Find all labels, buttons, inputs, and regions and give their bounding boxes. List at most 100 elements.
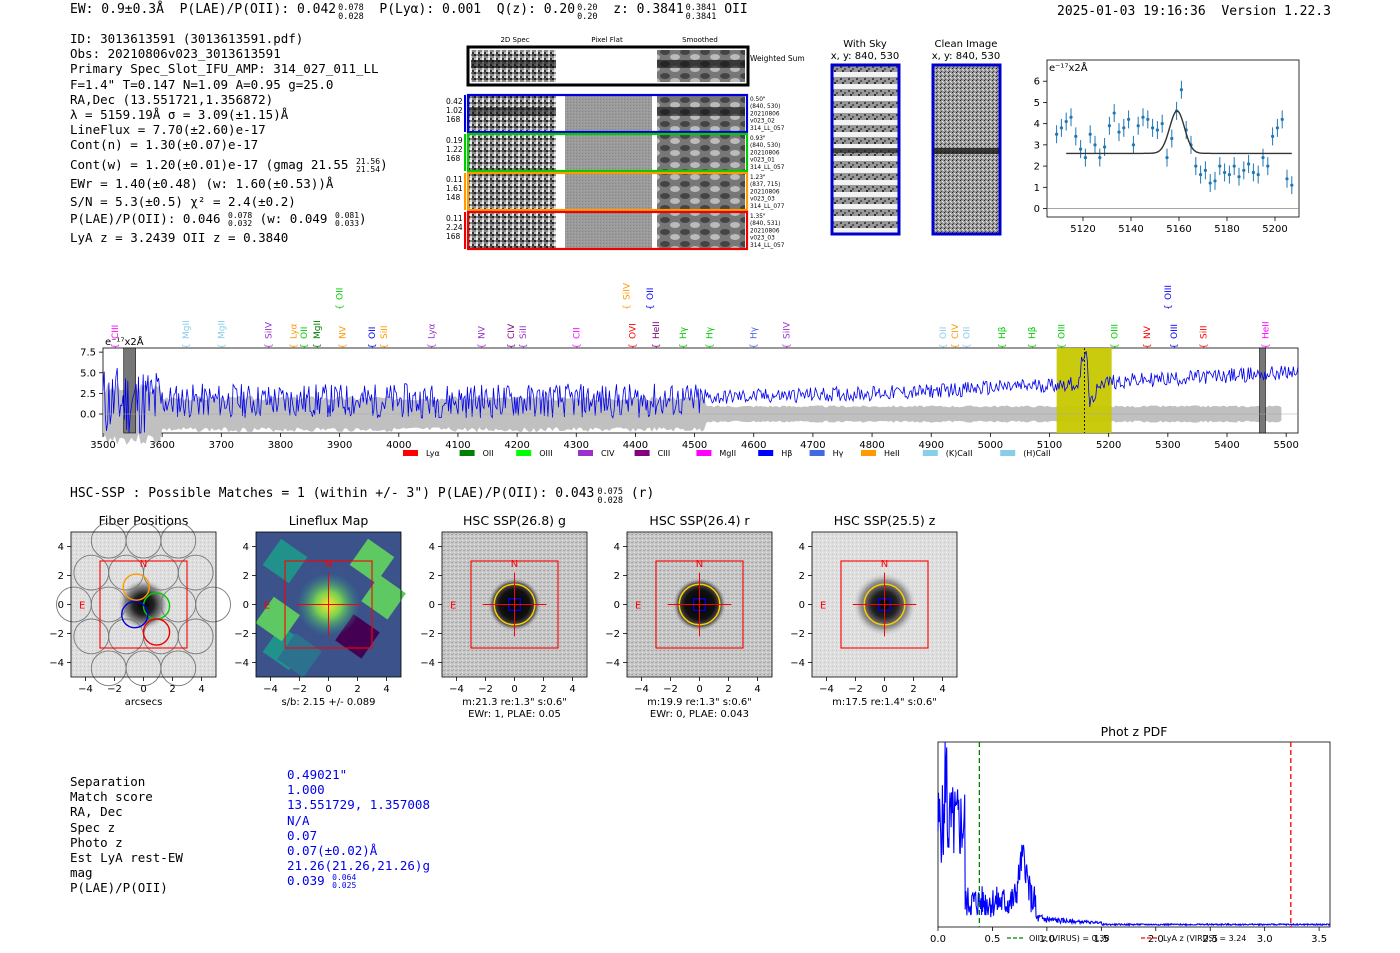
spectrum-line-label: SiIV: [265, 321, 275, 339]
spectrum-xtick-label: 3500: [90, 440, 115, 451]
fiber-footprint: [160, 650, 197, 687]
spectrum-line-bracket: {: [963, 343, 973, 349]
hsc-ytick-label: 0: [58, 600, 64, 611]
header-timestamp: 2025-01-03 19:16:36: [1057, 4, 1206, 19]
flux-map-patch: [277, 632, 322, 678]
hsc-compass-north: N: [140, 559, 147, 570]
spectrum-line-bracket: {: [998, 343, 1008, 349]
spectrum-legend-label: Hγ: [833, 449, 844, 458]
zoom-point: [1055, 132, 1059, 136]
spectrum-line-bracket: {: [951, 343, 961, 349]
spectrum-xtick-label: 5400: [1214, 440, 1239, 451]
cutout-row-meta: (840, 531): [750, 221, 780, 227]
header-plae-lo: 0.028: [338, 12, 364, 22]
spectrum-line-bracket: {: [623, 304, 633, 310]
info-line: Cont(w) = 1.20(±0.01)e-17 (gmag 21.55 21…: [70, 156, 388, 174]
info-line: λ = 5159.19Å σ = 3.09(±1.15)Å: [70, 107, 289, 123]
hsc-compass-north: N: [511, 559, 518, 570]
spectrum-line-label: OII: [963, 327, 973, 339]
hsc-ytick-label: −2: [790, 629, 805, 640]
header-bar: EW: 0.9±0.3Å P(LAE)/P(OII): 0.042 0.078 0.…: [70, 2, 748, 22]
photz-legend-lya: LyA z (VIRUS) = 3.24: [1163, 934, 1246, 943]
hsc-xtick-label: 0: [511, 684, 517, 695]
spectrum-line-bracket: {: [1199, 343, 1209, 349]
cutout-row-stat: 1.22: [446, 145, 463, 154]
hsc-xtick-label: 4: [383, 684, 389, 695]
zoom-point: [1275, 126, 1279, 130]
hsc-compass-east: E: [820, 601, 826, 612]
spectrum-line-bracket: {: [782, 343, 792, 349]
cutout-smoothed: [657, 134, 745, 171]
header-z-lo: 0.3841: [685, 12, 717, 22]
clean-xy: x, y: 840, 530: [932, 51, 1001, 62]
photz-xtick-label: 0.0: [930, 934, 946, 945]
info-plae-hi: 0.078: [228, 211, 253, 221]
cutout-row-meta: 20210806: [750, 189, 780, 195]
hsc-compass-north: N: [881, 559, 888, 570]
photz-title: Phot z PDF: [1101, 724, 1168, 739]
zoom-point: [1127, 117, 1131, 122]
hsc-xtick-label: −2: [107, 684, 122, 695]
zoom-point: [1165, 155, 1169, 160]
cutout-row-meta: v023_03: [750, 197, 775, 203]
hsc-ytick-label: 4: [243, 542, 249, 553]
match-label: Photo z: [70, 834, 123, 850]
spectrum-line-label: OII: [336, 288, 346, 300]
spectrum-line-label: OIII: [1111, 324, 1121, 339]
cutout-row-meta: 20210806: [750, 228, 780, 234]
zoom-point: [1247, 162, 1251, 166]
hsc-panels: Fiber Positions N E −4 −4 −2 −2 0 0 2 2 4 4 arcsecs Li…: [49, 513, 958, 720]
photz-xtick-label: 1.5: [1093, 934, 1109, 945]
spectrum-line-bracket: {: [1170, 343, 1180, 349]
spectrum-xtick-label: 4500: [682, 440, 707, 451]
hsc-xtick-label: 4: [939, 684, 945, 695]
match-label: P(LAE)/P(OII): [70, 880, 168, 896]
spectrum-legend-label: CIII: [658, 449, 671, 458]
with-sky-title: With Sky: [843, 39, 887, 50]
spectrum-legend-label: OII: [483, 449, 494, 458]
match-plae-hi: 0.064: [332, 873, 357, 883]
flux-map-patch: [255, 596, 301, 642]
hsc-ytick-label: 2: [58, 571, 64, 582]
spectrum-legend-swatch: [459, 450, 475, 456]
zoom-point: [1064, 119, 1068, 124]
hsc-header-text: HSC-SSP : Possible Matches = 1 (within +…: [70, 486, 595, 501]
cutout-row-frame: [466, 93, 749, 134]
hsc-compass-east: E: [450, 601, 456, 612]
spectrum-line-label: OII: [368, 327, 378, 339]
spectrum-line-bracket: {: [217, 343, 227, 349]
cutout-row-stat: 0.42: [446, 97, 463, 106]
match-label: Separation: [70, 774, 146, 789]
spectrum-line-bracket: {: [111, 343, 121, 349]
cutout-row-frame: [466, 210, 749, 251]
clean-title: Clean Image: [935, 39, 998, 50]
match-plae: 0.039: [287, 873, 325, 889]
zoom-xtick-label: 5120: [1070, 224, 1095, 235]
zoom-xtick-label: 5140: [1118, 224, 1143, 235]
hsc-search-box: [840, 560, 929, 649]
spectrum-line-label: CII: [572, 327, 582, 339]
spectrum-line-bracket: {: [380, 343, 390, 349]
spectrum-chart: CIII{MgII{MgII{SiIV{Lyα{OII{MgII{NV{OII{…: [80, 282, 1299, 458]
header-qz-lo: 0.20: [577, 12, 598, 22]
cutout-smoothed: [657, 212, 745, 249]
header-qz: Q(z): 0.20: [496, 2, 576, 17]
zoom-point: [1179, 88, 1183, 92]
detection-info: ID: 3013613591 (3013613591.pdf) Obs: 202…: [70, 31, 388, 245]
spectrum-line-label: CIV: [507, 323, 517, 339]
hsc-xtick-label: 4: [198, 684, 204, 695]
spectrum-legend-swatch: [516, 450, 532, 456]
hsc-panel-caption: s/b: 2.15 +/- 0.089: [281, 697, 375, 708]
line-zoom-chart: e⁻¹⁷x2Å 5120 5140 5160 5180 5200 0 1 2 3 4 5 6: [1034, 59, 1300, 235]
cutout-smoothed: [657, 173, 745, 210]
spectrum-ylabel: e⁻¹⁷x2Å: [105, 335, 144, 348]
zoom-point: [1079, 147, 1083, 151]
fiber-footprint: [90, 522, 127, 559]
fiber-highlight-blue: [121, 600, 149, 629]
spectrum-line-window: [1056, 348, 1112, 433]
spectrum-xtick-label: 5000: [978, 440, 1003, 451]
header-plya: P(Lyα): 0.001: [379, 2, 482, 17]
match-value: 13.551729, 1.357008: [287, 797, 430, 813]
cutout-2d-spec: [469, 134, 556, 171]
spectrum-xtick-label: 4400: [623, 440, 648, 451]
